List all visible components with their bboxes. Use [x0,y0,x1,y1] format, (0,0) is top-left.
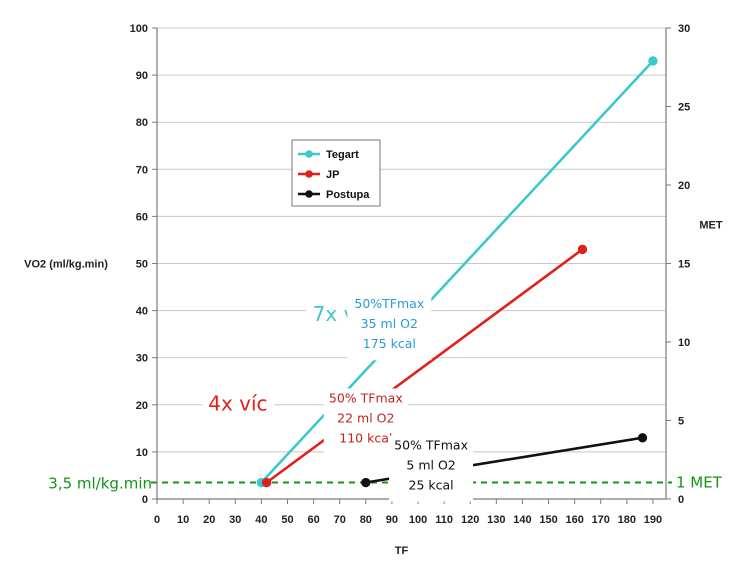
annotation-postupa-note-line-0: 50% TFmax [394,438,468,453]
y-right-tick-label-0: 0 [678,494,684,506]
y-left-tick-label-60: 60 [136,211,148,223]
reference-label-left: 3,5 ml/kg.min [48,475,152,493]
legend-label-postupa: Postupa [326,189,370,201]
y-left-tick-label-100: 100 [130,23,148,35]
y-left-tick-label-0: 0 [142,494,148,506]
y-right-tick-label-10: 10 [678,337,690,349]
y-left-tick-label-20: 20 [136,400,148,412]
annotation-jp-note-line-2: 110 kcal [339,430,392,445]
annotation-bg-tegart-note [347,294,432,361]
x-tick-label-150: 150 [539,514,557,526]
series-point-jp-1 [577,244,588,255]
legend-swatch-dot-tegart [305,150,313,158]
annotation-tegart-note-line-2: 175 kcal [363,336,416,351]
y-right-tick-label-25: 25 [678,102,690,114]
x-tick-label-160: 160 [565,514,583,526]
y-left-tick-label-80: 80 [136,117,148,129]
x-tick-label-110: 110 [435,514,453,526]
annotation-jp-note-line-0: 50% TFmax [329,390,403,405]
reference-label-right: 1 MET [676,474,723,492]
annotation-postupa-note-line-1: 5 ml O2 [406,458,455,473]
y-left-tick-label-30: 30 [136,353,148,365]
x-tick-label-40: 40 [255,514,267,526]
x-tick-label-60: 60 [307,514,319,526]
y-left-axis-label: VO2 (ml/kg.min) [24,259,108,271]
x-tick-label-10: 10 [177,514,189,526]
legend-swatch-dot-postupa [305,190,313,198]
legend-label-tegart: Tegart [326,149,359,161]
annotation-bg-postupa-note [389,435,474,502]
x-tick-label-90: 90 [386,514,398,526]
x-tick-label-50: 50 [281,514,293,526]
y-left-tick-label-90: 90 [136,70,148,82]
annotation-postupa-note-line-2: 25 kcal [409,478,454,493]
x-tick-label-130: 130 [487,514,505,526]
annotation-jp-big: 4x víc [208,391,267,415]
annotation-jp-note-line-1: 22 ml O2 [337,410,394,425]
x-tick-label-70: 70 [334,514,346,526]
y-left-tick-label-10: 10 [136,447,148,459]
x-tick-label-170: 170 [592,514,610,526]
series-point-tegart-1 [648,56,658,66]
annotation-tegart-note-line-0: 50%TFmax [354,296,424,311]
y-right-tick-label-5: 5 [678,416,684,428]
series-point-postupa-1 [637,433,648,443]
legend: Tegart JP Postupa [291,139,381,207]
x-tick-label-120: 120 [461,514,479,526]
series-group [256,56,658,488]
x-tick-label-0: 0 [154,514,160,526]
x-tick-label-20: 20 [203,514,215,526]
legend-label-jp: JP [326,169,339,181]
series-point-jp-0 [261,477,272,488]
y-right-tick-label-20: 20 [678,180,690,192]
reference-line-group: 3,5 ml/kg.min 1 MET [48,474,722,493]
x-tick-label-30: 30 [229,514,241,526]
y-left-tick-label-50: 50 [136,259,148,271]
y-left-tick-label-70: 70 [136,164,148,176]
x-tick-label-80: 80 [360,514,372,526]
x-tick-label-180: 180 [618,514,636,526]
series-point-postupa-0 [361,477,371,488]
series-line-tegart [260,60,654,484]
y-right-tick-label-15: 15 [678,259,690,271]
grid-lines [157,27,666,453]
annotation-tegart-note-line-1: 35 ml O2 [361,316,418,331]
y-right-axis-label: MET [699,219,723,231]
x-axis-label: TF [395,545,409,557]
x-tick-label-190: 190 [644,514,662,526]
x-tick-label-140: 140 [513,514,531,526]
y-right-tick-label-30: 30 [678,23,690,35]
y-left-tick-label-40: 40 [136,306,148,318]
axes-group: 0 10 20 30 40 50 60 70 80 90 100 0 5 10 15 20 25 30 0 10 20 3… [24,23,723,557]
annotation-bg-jp-big [201,388,274,417]
legend-swatch-dot-jp [305,170,313,178]
series-line-jp [265,248,584,484]
x-tick-label-100: 100 [409,514,427,526]
